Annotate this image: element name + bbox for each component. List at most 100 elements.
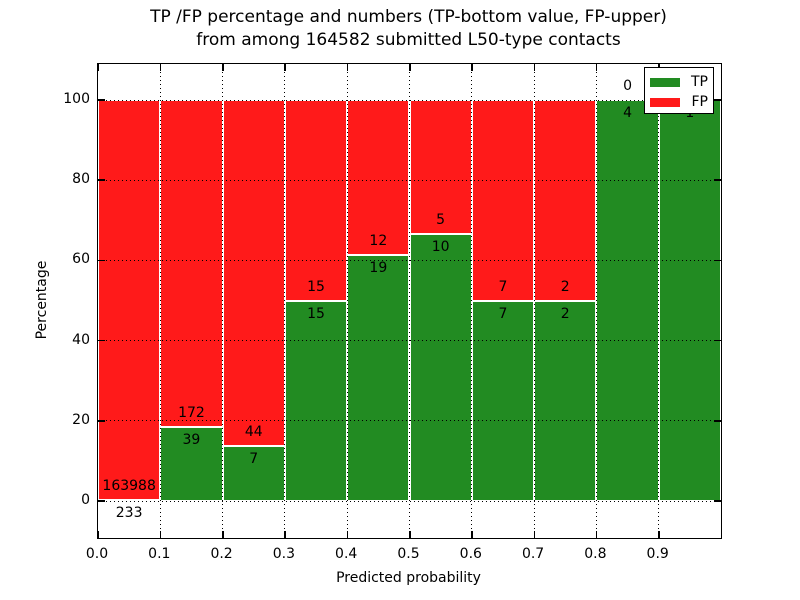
bar-count-label-fp: 15 [307,278,325,295]
bar-count-label-fp: 163988 [102,478,156,495]
plot-area: 163988233172394471515121951077220401 [97,63,722,539]
bar-segment-fp [534,100,597,301]
x-tick-label: 0.1 [148,546,171,562]
bar-segment-fp [222,100,285,446]
grid-line-vertical [222,64,224,538]
x-tick-mark [471,531,473,538]
grid-line-horizontal [98,420,721,422]
bar-segment-tp [471,300,535,501]
y-tick-mark [714,500,721,502]
y-tick-mark [714,259,721,262]
x-tick-mark [533,531,536,538]
bar-segment-tp [284,300,348,501]
y-tick-mark [714,99,721,101]
y-tick-mark [714,339,721,342]
x-tick-mark [595,531,598,538]
x-tick-mark [346,531,349,538]
bar-segment-fp [284,100,348,301]
x-tick-mark [533,64,536,71]
y-tick-mark [98,179,105,181]
y-tick-mark [714,420,721,422]
chart-title-line2: from among 164582 submitted L50-type con… [196,30,621,50]
x-tick-mark [97,64,99,71]
y-tick-label: 60 [72,251,90,268]
grid-line-horizontal [98,500,721,502]
bar-count-label-fp: 2 [560,278,570,295]
x-tick-label: 0.4 [335,546,358,562]
bar-segment-tp [409,233,472,501]
bar-count-label-tp: 15 [307,305,325,322]
x-tick-mark [658,531,660,538]
grid-line-horizontal [98,340,721,342]
grid-line-vertical [159,64,161,538]
x-tick-mark [97,531,99,538]
bar-segment-tp [347,255,410,501]
x-tick-mark [346,64,349,71]
legend-tp-label: TP [691,74,708,90]
chart-title: TP /FP percentage and numbers (TP-bottom… [97,6,720,52]
x-tick-mark [159,531,162,538]
bar-count-label-tp: 10 [431,238,450,255]
grid-line-vertical [471,64,473,538]
x-tick-label: 0.3 [272,546,296,562]
bar-count-label-fp: 0 [623,78,632,94]
x-axis-label: Predicted probability [336,570,481,586]
chart-title-line1: TP /FP percentage and numbers (TP-bottom… [150,7,667,27]
x-tick-mark [409,531,411,538]
y-tick-label: 80 [72,171,90,188]
x-tick-mark [595,64,598,71]
bar-count-label-tp: 2 [560,305,570,322]
x-tick-label: 0.6 [459,546,482,562]
y-tick-mark [98,339,105,342]
x-tick-mark [471,64,473,71]
bar-segment-tp [160,426,223,501]
bar-count-label-fp: 44 [244,423,263,440]
y-axis-label: Percentage [34,260,50,340]
bar-segment-fp [347,100,410,256]
y-tick-label: 0 [81,492,90,508]
bar-segment-tp [222,445,285,501]
x-tick-label: 0.2 [210,546,233,562]
x-tick-mark [284,531,286,538]
grid-line-horizontal [98,179,721,181]
grid-line-horizontal [98,259,721,261]
y-tick-mark [714,179,721,181]
y-tick-mark [98,420,105,422]
bar-count-label-tp: 7 [249,450,259,467]
legend-fp-label: FP [691,94,709,110]
y-tick-mark [98,500,105,502]
bar-count-label-fp: 7 [498,278,508,295]
x-tick-label: 0.0 [85,546,109,562]
bar-count-label-tp: 19 [369,260,388,277]
bar-count-label-tp: 233 [115,505,143,522]
bar-segment-fp [471,100,535,301]
bar-count-label-fp: 172 [178,404,205,421]
x-tick-label: 0.5 [397,546,420,562]
y-tick-mark [98,99,105,101]
x-tick-mark [284,64,286,71]
y-tick-label: 40 [72,331,90,348]
y-tick-mark [98,259,105,262]
x-tick-label: 0.7 [521,546,545,562]
bar-segment-fp [160,100,223,427]
bar-count-label-tp: 4 [623,105,632,121]
grid-line-vertical [595,64,597,538]
x-tick-mark [222,531,224,538]
y-tick-label: 100 [63,91,90,107]
grid-line-horizontal [98,99,721,101]
bar-count-label-fp: 12 [369,233,388,250]
grid-line-vertical [409,64,410,538]
legend: TP FP [644,67,714,114]
bar-segment-fp [409,100,472,234]
bar-count-label-tp: 7 [498,305,508,322]
bar-segment-tp [596,100,659,501]
x-tick-label: 0.8 [584,546,607,562]
bar-count-label-tp: 39 [182,431,201,448]
y-tick-label: 20 [72,411,90,428]
bar-segment-fp [98,100,161,501]
grid-line-vertical [284,64,286,538]
bar-count-label-fp: 5 [436,211,446,228]
legend-tp-swatch-icon [650,77,680,87]
x-tick-mark [409,64,411,71]
